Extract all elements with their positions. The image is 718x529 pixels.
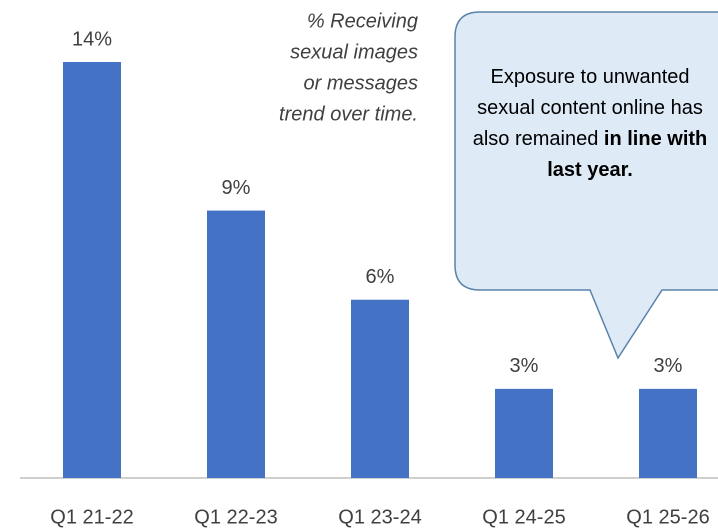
value-label: 6% (366, 266, 395, 288)
callout-bold: in line with last year. (547, 128, 708, 181)
value-label: 9% (222, 177, 251, 199)
annotation-line: % Receiving (307, 10, 418, 32)
bar (351, 299, 409, 478)
x-tick-label: Q1 21-22 (50, 506, 133, 528)
bar (495, 388, 553, 478)
annotation-line: sexual images (290, 41, 418, 63)
annotation-line: trend over time. (279, 103, 418, 125)
bar (639, 388, 697, 478)
x-tick-label: Q1 24-25 (482, 506, 565, 528)
x-tick-label: Q1 23-24 (338, 506, 421, 528)
annotation-line: or messages (304, 72, 419, 94)
value-label: 14% (72, 28, 112, 50)
x-tick-label: Q1 25-26 (626, 506, 709, 528)
callout-plain: Exposure to unwanted sexual content onli… (472, 66, 703, 150)
bar (63, 62, 121, 478)
callout-text: Exposure to unwanted sexual content onli… (462, 62, 718, 186)
value-label: 3% (510, 355, 539, 377)
x-tick-label: Q1 22-23 (194, 506, 277, 528)
callout-bubble (454, 11, 718, 360)
bar (207, 210, 265, 479)
value-label: 3% (654, 355, 683, 377)
